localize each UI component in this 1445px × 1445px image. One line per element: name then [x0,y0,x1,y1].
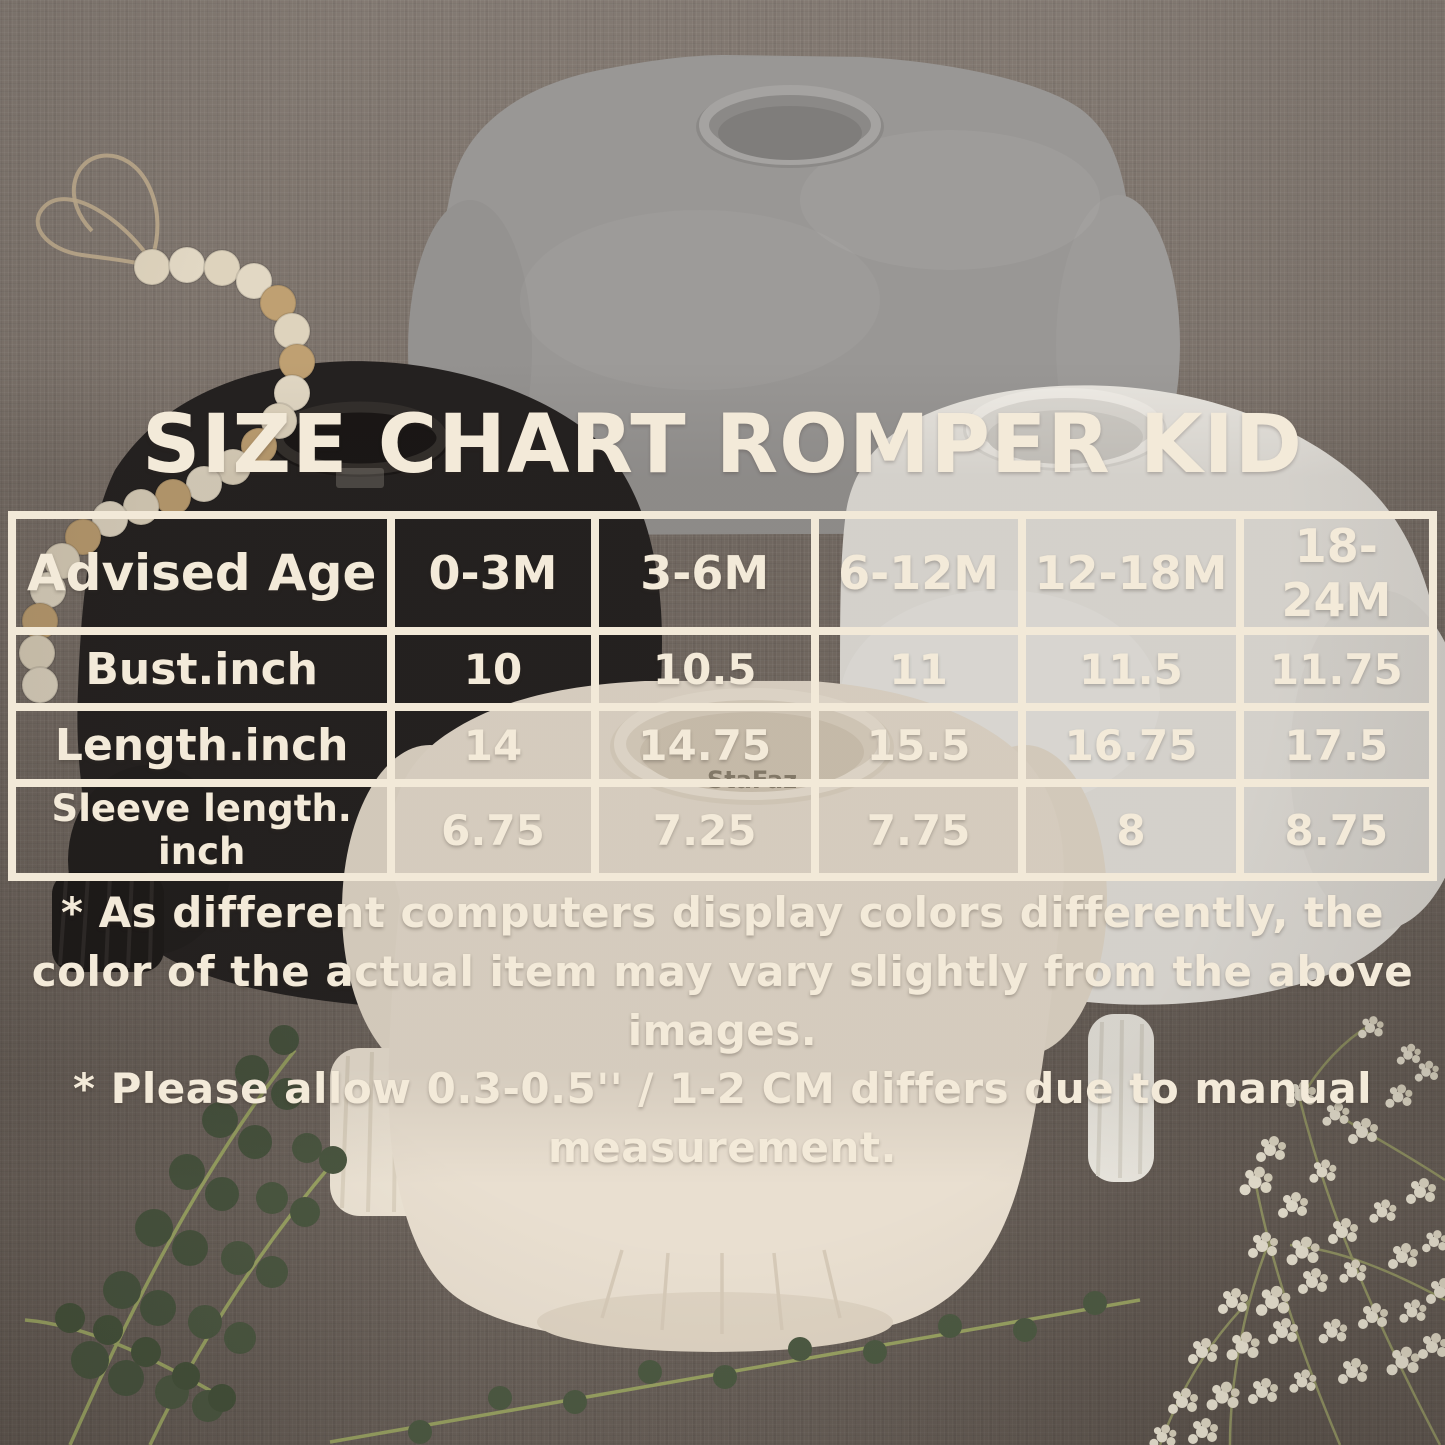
value-cell: 15.5 [810,703,1027,787]
row-label-bust: Bust.inch [7,627,396,711]
value-cell: 10.5 [590,627,819,711]
note-color-disclaimer: * As different computers display colors … [31,888,1414,1055]
eucalyptus-sprigs [24,1025,1141,1445]
table-header-row: Advised Age 0-3M 3-6M 6-12M 12-18M 18-24… [7,511,1438,635]
note-measurement-disclaimer: * Please allow 0.3-0.5'' / 1-2 CM differ… [72,1064,1372,1173]
gray-romper-photo [408,55,1180,535]
row-label-sleeve: Sleeve length. inch [7,779,396,881]
value-cell: 7.75 [810,779,1027,881]
disclaimer-notes: * As different computers display colors … [29,884,1416,1178]
value-cell: 8 [1018,779,1244,881]
value-cell: 11.75 [1235,627,1438,711]
header-cell-advised-age: Advised Age [7,511,396,635]
value-cell: 14.75 [590,703,819,787]
value-cell: 10 [387,627,599,711]
header-cell-12-18m: 12-18M [1018,511,1244,635]
value-cell: 17.5 [1235,703,1438,787]
value-cell: 8.75 [1235,779,1438,881]
table-row-length: Length.inch 14 14.75 15.5 16.75 17.5 [7,703,1438,787]
value-cell: 7.25 [590,779,819,881]
header-cell-0-3m: 0-3M [387,511,599,635]
header-cell-3-6m: 3-6M [590,511,819,635]
table-row-sleeve: Sleeve length. inch 6.75 7.25 7.75 8 8.7… [7,779,1438,881]
value-cell: 14 [387,703,599,787]
size-chart-table: Advised Age 0-3M 3-6M 6-12M 12-18M 18-24… [7,511,1438,881]
page-title: SIZE CHART ROMPER KID [141,398,1304,492]
value-cell: 16.75 [1018,703,1244,787]
value-cell: 11 [810,627,1027,711]
value-cell: 6.75 [387,779,599,881]
table-row-bust: Bust.inch 10 10.5 11 11.5 11.75 [7,627,1438,711]
header-cell-6-12m: 6-12M [810,511,1027,635]
babys-breath-flowers [1149,1016,1445,1445]
header-cell-18-24m: 18-24M [1235,511,1438,635]
row-label-length: Length.inch [7,703,396,787]
value-cell: 11.5 [1018,627,1244,711]
